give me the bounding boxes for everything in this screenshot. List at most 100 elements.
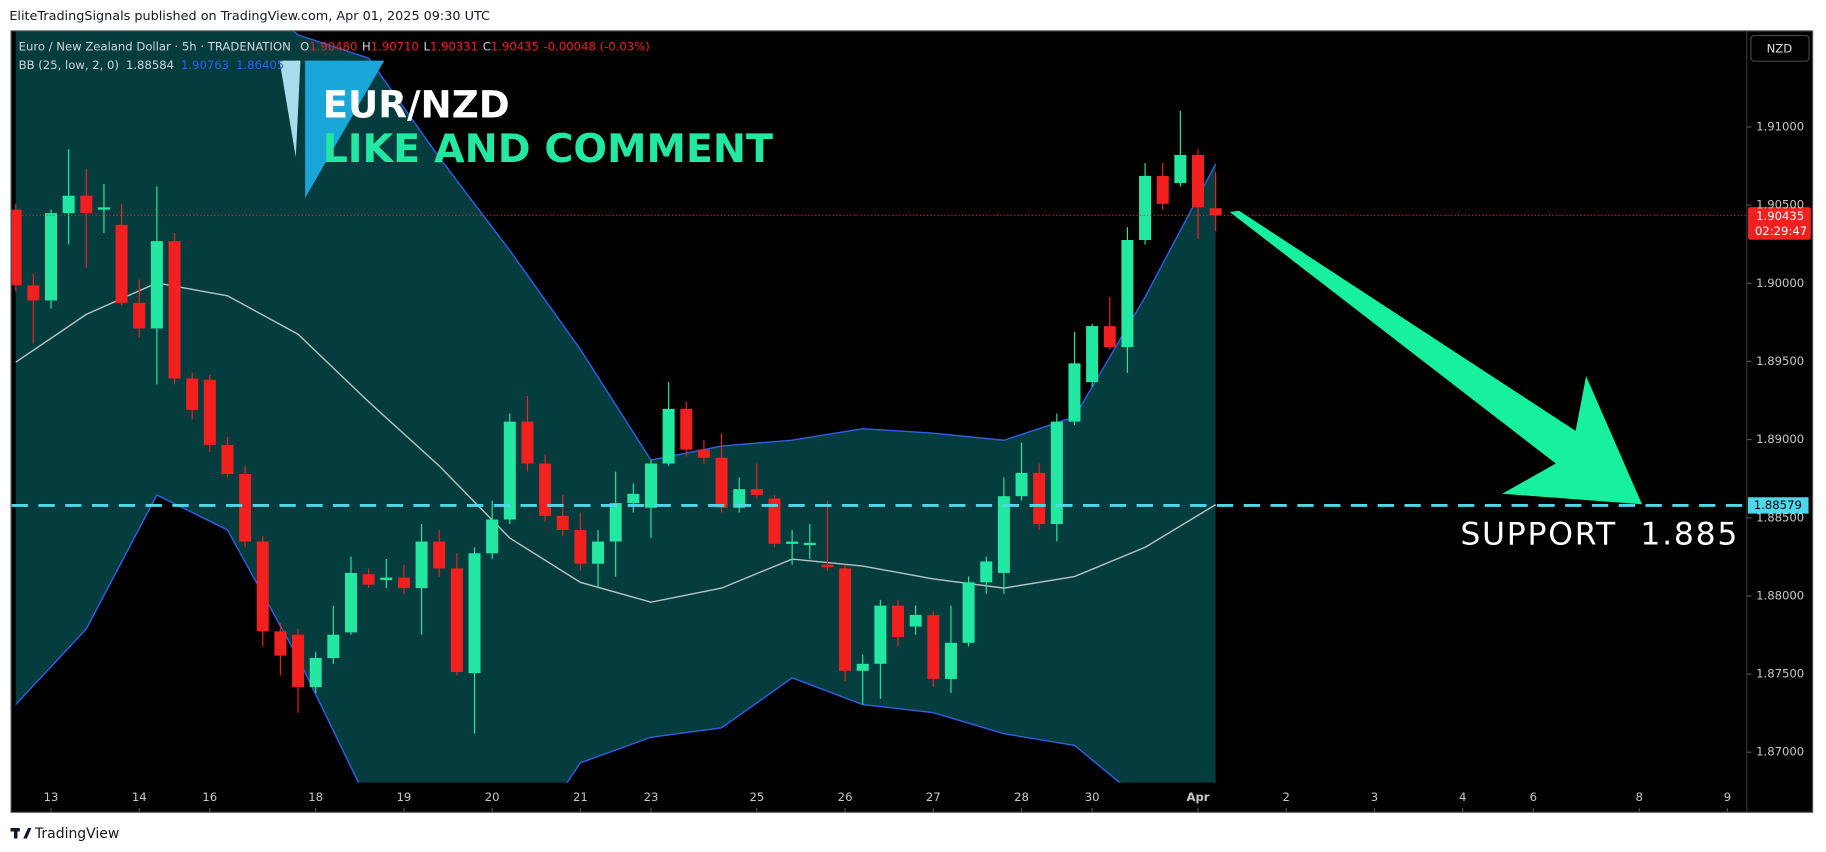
- change: -0.00048 (-0.03%): [544, 39, 650, 53]
- x-tick-label: 14: [132, 790, 147, 804]
- candle-body: [839, 568, 852, 671]
- candle-body: [644, 463, 657, 508]
- x-tick-label: 9: [1724, 790, 1731, 804]
- candle-body: [521, 421, 534, 464]
- ohlc-letter: C: [483, 39, 491, 53]
- y-tick-label: 1.88500: [1756, 510, 1804, 524]
- x-tick-label: 18: [308, 790, 323, 804]
- candle-body: [1174, 154, 1187, 183]
- candle-body: [115, 224, 128, 303]
- candle-body: [1209, 208, 1222, 216]
- candle-body: [1103, 326, 1116, 348]
- candle-body: [433, 541, 446, 569]
- candle-body: [892, 605, 905, 638]
- candle-body: [221, 444, 234, 475]
- logo-left: [279, 60, 301, 158]
- candle-body: [274, 631, 287, 656]
- symbol: Euro / New Zealand Dollar · 5h · TRADENA…: [19, 39, 291, 53]
- ohlc-letter: O: [300, 39, 309, 53]
- indicator-name: BB (25, low, 2, 0): [19, 58, 119, 72]
- y-tick-label: 1.91000: [1756, 119, 1804, 133]
- x-tick-label: 28: [1014, 790, 1029, 804]
- candle-body: [750, 489, 763, 495]
- y-tick-label: 1.90000: [1756, 276, 1804, 290]
- x-tick-label: 20: [485, 790, 500, 804]
- candle-body: [380, 577, 393, 580]
- x-tick-label: 16: [202, 790, 217, 804]
- candle-body: [697, 449, 710, 458]
- band-middle: [15, 282, 1217, 603]
- publish-header: EliteTradingSignals published on Trading…: [9, 9, 490, 24]
- x-tick-label: 26: [838, 790, 853, 804]
- x-tick-label: 4: [1459, 790, 1466, 804]
- candle-body: [362, 574, 375, 585]
- candle-body: [574, 529, 587, 564]
- candle-body: [803, 542, 816, 546]
- candle-body: [62, 195, 75, 214]
- ohlc-value: 1.90480: [309, 39, 357, 53]
- candle-body: [327, 634, 340, 658]
- candle-body: [592, 541, 605, 564]
- currency-button[interactable]: [1750, 34, 1810, 62]
- candle-body: [1139, 175, 1152, 240]
- legend-line: Euro / New Zealand Dollar · 5h · TRADENA…: [19, 39, 650, 53]
- candle-body: [1192, 154, 1205, 208]
- candle-body: [415, 541, 428, 589]
- candle-body: [680, 408, 693, 450]
- y-tick-label: 1.88000: [1756, 588, 1804, 602]
- candle-body: [909, 615, 922, 627]
- logo-mark: [13, 827, 18, 839]
- candle-body: [203, 379, 216, 445]
- overlay: EUR/NZD LIKE AND COMMENT SUPPORT 1.885 N…: [11, 34, 1811, 553]
- band-upper: [292, 31, 1217, 461]
- footer-logo: [10, 827, 32, 839]
- x-tick-label: 30: [1085, 790, 1100, 804]
- last-price-label: 1.90435: [1756, 209, 1804, 223]
- chart-title: EUR/NZD: [323, 83, 510, 127]
- candle-body: [944, 642, 957, 679]
- candle-body: [292, 634, 305, 688]
- candle-body: [1015, 472, 1028, 497]
- x-tick-label: 3: [1371, 790, 1378, 804]
- x-tick-label: 23: [644, 790, 659, 804]
- candle-body: [468, 553, 481, 674]
- candle-body: [609, 503, 622, 542]
- logo-mark: [23, 827, 32, 839]
- candle-body: [150, 241, 163, 329]
- y-tick-label: 1.87500: [1756, 667, 1804, 681]
- candle-body: [997, 496, 1010, 573]
- candle-body: [11, 209, 22, 286]
- candle-body: [733, 489, 746, 508]
- support-price-box: [1747, 497, 1809, 514]
- plot-area: [11, 31, 1747, 783]
- ohlc-value: 1.90710: [371, 39, 419, 53]
- candle-body: [1033, 472, 1046, 525]
- candle-body: [856, 663, 869, 671]
- candle-body: [397, 577, 410, 589]
- candle-body: [556, 515, 569, 530]
- candle-body: [662, 408, 675, 464]
- candle-body: [97, 207, 110, 210]
- candle-body: [980, 561, 993, 583]
- indicator-value: 1.90763: [181, 58, 229, 72]
- indicator-value: 1.86405: [236, 58, 284, 72]
- indicator-legend: BB (25, low, 2, 0) 1.88584 1.90763 1.86405: [19, 58, 285, 72]
- candle-body: [344, 572, 357, 633]
- candle-body: [1050, 421, 1063, 525]
- candle-body: [27, 285, 40, 301]
- x-tick-label: 19: [397, 790, 412, 804]
- last-price-box: [1747, 207, 1811, 240]
- candle-body: [768, 498, 781, 544]
- candle-body: [239, 474, 252, 542]
- candle-body: [1156, 175, 1169, 204]
- y-tick-label: 1.89500: [1756, 354, 1804, 368]
- ohlc-letter: H: [362, 39, 371, 53]
- band-fill: [15, 31, 1216, 783]
- candle-body: [1086, 326, 1099, 383]
- support-annotation: SUPPORT 1.885: [1460, 517, 1739, 553]
- x-tick-label: 8: [1635, 790, 1642, 804]
- candle-body: [44, 213, 57, 301]
- candle-body: [962, 582, 975, 643]
